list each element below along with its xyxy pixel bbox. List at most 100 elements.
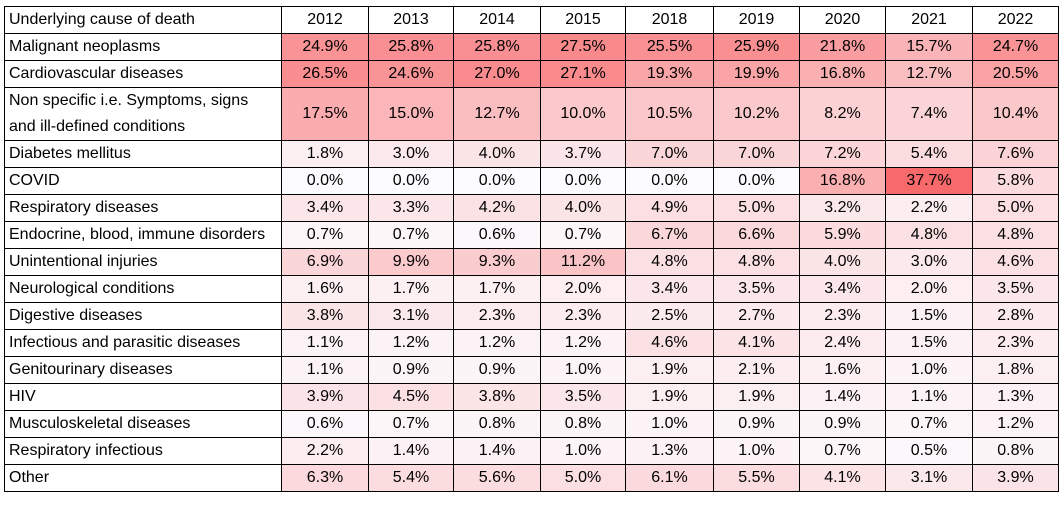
header-year-2013: 2013: [368, 6, 454, 34]
value-cell-2021: 2.0%: [885, 275, 973, 303]
header-year-2014: 2014: [453, 6, 541, 34]
value-cell-2015: 10.0%: [540, 87, 626, 141]
value-cell-2020: 1.4%: [799, 383, 886, 411]
table-row: Other 6.3% 5.4% 5.6% 5.0% 6.1% 5.5% 4.1% 3.1% 3.9…: [4, 464, 1059, 492]
value-cell-2013: 0.7%: [368, 410, 454, 438]
table-row: Non specific i.e. Symptoms, signs and il…: [4, 87, 1059, 141]
value-cell-2019: 1.0%: [713, 437, 800, 465]
value-cell-2015: 1.0%: [540, 437, 626, 465]
value-cell-2012: 26.5%: [281, 60, 369, 88]
row-cause-name: Other: [4, 464, 282, 492]
value-cell-2013: 9.9%: [368, 248, 454, 276]
value-cell-2021: 5.4%: [885, 140, 973, 168]
value-cell-2013: 3.3%: [368, 194, 454, 222]
value-cell-2020: 16.8%: [799, 60, 886, 88]
value-cell-2014: 9.3%: [453, 248, 541, 276]
value-cell-2015: 0.8%: [540, 410, 626, 438]
value-cell-2020: 4.0%: [799, 248, 886, 276]
value-cell-2022: 1.8%: [972, 356, 1059, 384]
table-row: Diabetes mellitus 1.8% 3.0% 4.0% 3.7% 7.0% 7.0…: [4, 140, 1059, 168]
row-cause-name: Non specific i.e. Symptoms, signs and il…: [4, 87, 282, 141]
row-cause-name: Diabetes mellitus: [4, 140, 282, 168]
value-cell-2013: 25.8%: [368, 33, 454, 61]
value-cell-2020: 3.2%: [799, 194, 886, 222]
value-cell-2019: 0.0%: [713, 167, 800, 195]
value-cell-2018: 19.3%: [625, 60, 714, 88]
value-cell-2014: 0.0%: [453, 167, 541, 195]
value-cell-2021: 4.8%: [885, 221, 973, 249]
header-year-2022: 2022: [972, 6, 1059, 34]
value-cell-2018: 4.9%: [625, 194, 714, 222]
value-cell-2015: 3.5%: [540, 383, 626, 411]
value-cell-2014: 5.6%: [453, 464, 541, 492]
value-cell-2015: 3.7%: [540, 140, 626, 168]
value-cell-2014: 0.9%: [453, 356, 541, 384]
value-cell-2018: 6.1%: [625, 464, 714, 492]
value-cell-2021: 1.0%: [885, 356, 973, 384]
value-cell-2015: 0.7%: [540, 221, 626, 249]
value-cell-2014: 2.3%: [453, 302, 541, 330]
value-cell-2018: 4.6%: [625, 329, 714, 357]
value-cell-2014: 3.8%: [453, 383, 541, 411]
row-cause-name: Genitourinary diseases: [4, 356, 282, 384]
value-cell-2019: 5.0%: [713, 194, 800, 222]
value-cell-2013: 1.4%: [368, 437, 454, 465]
value-cell-2012: 3.8%: [281, 302, 369, 330]
value-cell-2012: 1.6%: [281, 275, 369, 303]
table-row: Infectious and parasitic diseases 1.1% 1.2…: [4, 329, 1059, 357]
value-cell-2012: 0.6%: [281, 410, 369, 438]
value-cell-2022: 7.6%: [972, 140, 1059, 168]
value-cell-2021: 37.7%: [885, 167, 973, 195]
value-cell-2015: 4.0%: [540, 194, 626, 222]
value-cell-2022: 3.9%: [972, 464, 1059, 492]
value-cell-2020: 16.8%: [799, 167, 886, 195]
table-row: Neurological conditions 1.6% 1.7% 1.7% 2.0% 3…: [4, 275, 1059, 303]
value-cell-2014: 27.0%: [453, 60, 541, 88]
value-cell-2015: 2.0%: [540, 275, 626, 303]
value-cell-2021: 1.5%: [885, 329, 973, 357]
value-cell-2015: 5.0%: [540, 464, 626, 492]
value-cell-2020: 3.4%: [799, 275, 886, 303]
row-cause-name: Infectious and parasitic diseases: [4, 329, 282, 357]
value-cell-2013: 3.1%: [368, 302, 454, 330]
row-cause-name: Respiratory infectious: [4, 437, 282, 465]
row-cause-name: Endocrine, blood, immune disorders: [4, 221, 282, 249]
row-cause-name: HIV: [4, 383, 282, 411]
value-cell-2019: 19.9%: [713, 60, 800, 88]
value-cell-2015: 2.3%: [540, 302, 626, 330]
value-cell-2020: 2.3%: [799, 302, 886, 330]
value-cell-2022: 5.8%: [972, 167, 1059, 195]
value-cell-2021: 3.1%: [885, 464, 973, 492]
value-cell-2012: 6.3%: [281, 464, 369, 492]
value-cell-2014: 0.6%: [453, 221, 541, 249]
table-row: Endocrine, blood, immune disorders 0.7% 0.…: [4, 221, 1059, 249]
value-cell-2022: 5.0%: [972, 194, 1059, 222]
value-cell-2019: 4.1%: [713, 329, 800, 357]
value-cell-2015: 0.0%: [540, 167, 626, 195]
value-cell-2019: 10.2%: [713, 87, 800, 141]
value-cell-2021: 1.1%: [885, 383, 973, 411]
header-year-2020: 2020: [799, 6, 886, 34]
value-cell-2019: 4.8%: [713, 248, 800, 276]
value-cell-2018: 0.0%: [625, 167, 714, 195]
value-cell-2019: 3.5%: [713, 275, 800, 303]
value-cell-2019: 0.9%: [713, 410, 800, 438]
value-cell-2021: 12.7%: [885, 60, 973, 88]
value-cell-2019: 2.1%: [713, 356, 800, 384]
value-cell-2018: 7.0%: [625, 140, 714, 168]
value-cell-2013: 1.2%: [368, 329, 454, 357]
value-cell-2014: 25.8%: [453, 33, 541, 61]
value-cell-2018: 6.7%: [625, 221, 714, 249]
value-cell-2012: 6.9%: [281, 248, 369, 276]
value-cell-2022: 4.6%: [972, 248, 1059, 276]
value-cell-2018: 25.5%: [625, 33, 714, 61]
value-cell-2022: 3.5%: [972, 275, 1059, 303]
value-cell-2022: 4.8%: [972, 221, 1059, 249]
value-cell-2015: 11.2%: [540, 248, 626, 276]
value-cell-2021: 2.2%: [885, 194, 973, 222]
cause-of-death-table: Underlying cause of death 2012 2013 2014 20…: [4, 6, 1059, 492]
value-cell-2012: 1.1%: [281, 356, 369, 384]
value-cell-2014: 12.7%: [453, 87, 541, 141]
value-cell-2022: 10.4%: [972, 87, 1059, 141]
value-cell-2012: 3.4%: [281, 194, 369, 222]
